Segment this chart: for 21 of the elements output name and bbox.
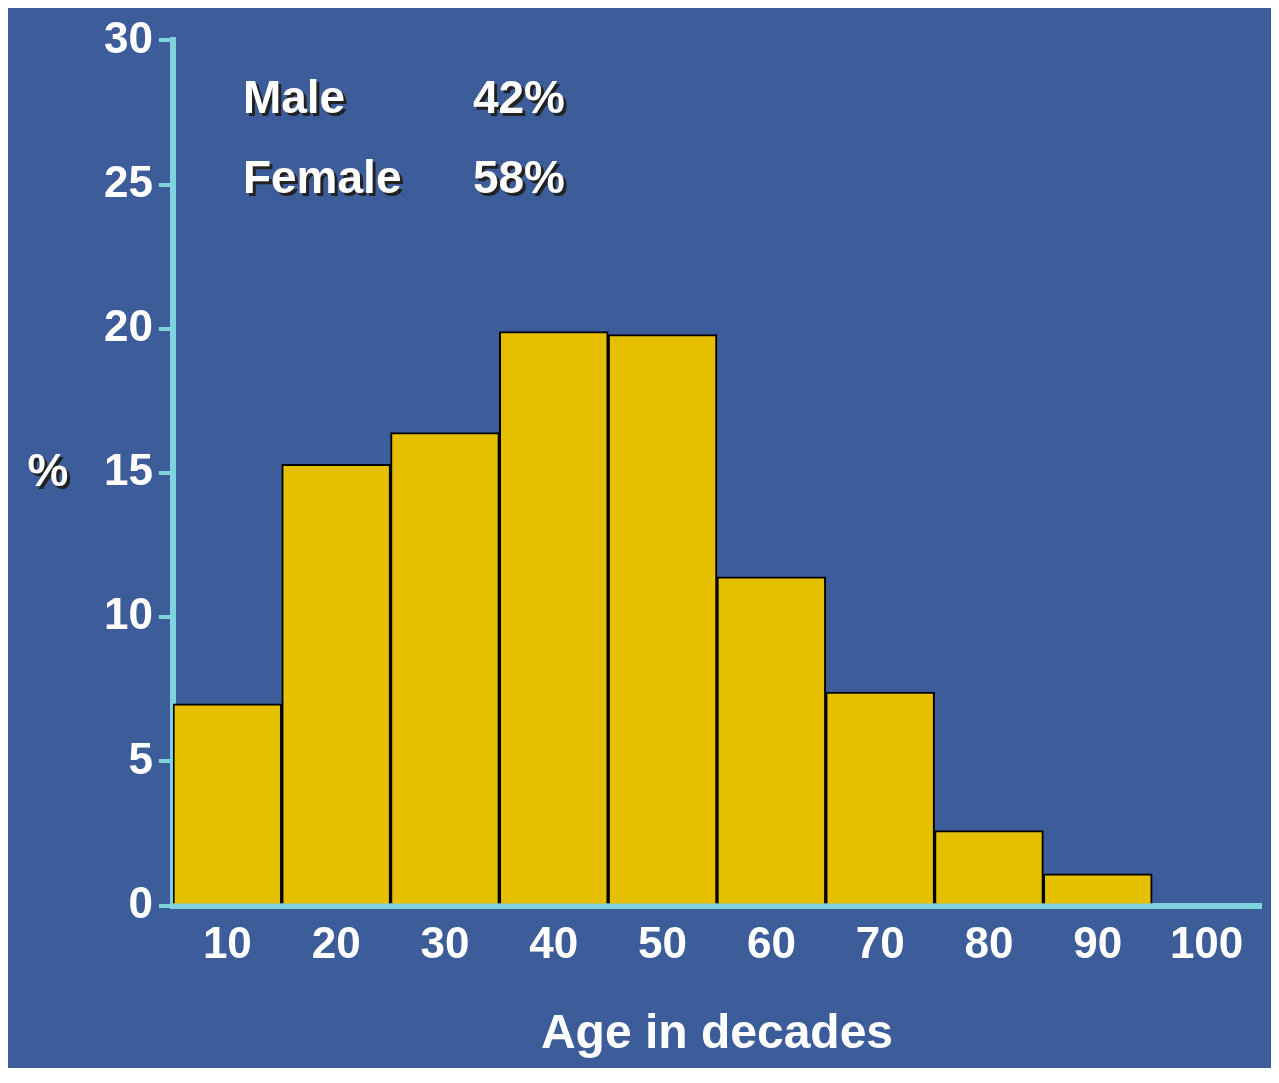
x-tick-label: 70 [855,918,905,968]
x-tick-label: 90 [1073,918,1123,968]
text: Female 58% [242,151,566,204]
y-tick-label: 15 [103,445,153,495]
text: Male 42% [242,71,566,124]
x-tick-label: 100 [1169,918,1244,968]
y-axis-title: % [30,446,72,499]
x-tick-label: 50 [638,918,688,968]
x-tick-label: 20 [311,918,361,968]
x-tick-label: 80 [964,918,1014,968]
y-tick-label: 25 [103,156,153,206]
x-tick-label: 40 [529,918,579,968]
x-tick-label: 60 [746,918,796,968]
y-tick-label: 0 [128,877,153,927]
y-tick-label: 20 [103,300,153,350]
y-tick-label: 10 [103,589,153,639]
x-tick-label: 30 [420,918,470,968]
y-tick-label: 5 [128,733,153,783]
x-tick-label: 10 [202,918,252,968]
x-axis-title: Age in decades [540,1005,894,1059]
y-tick-label: 30 [103,12,153,62]
